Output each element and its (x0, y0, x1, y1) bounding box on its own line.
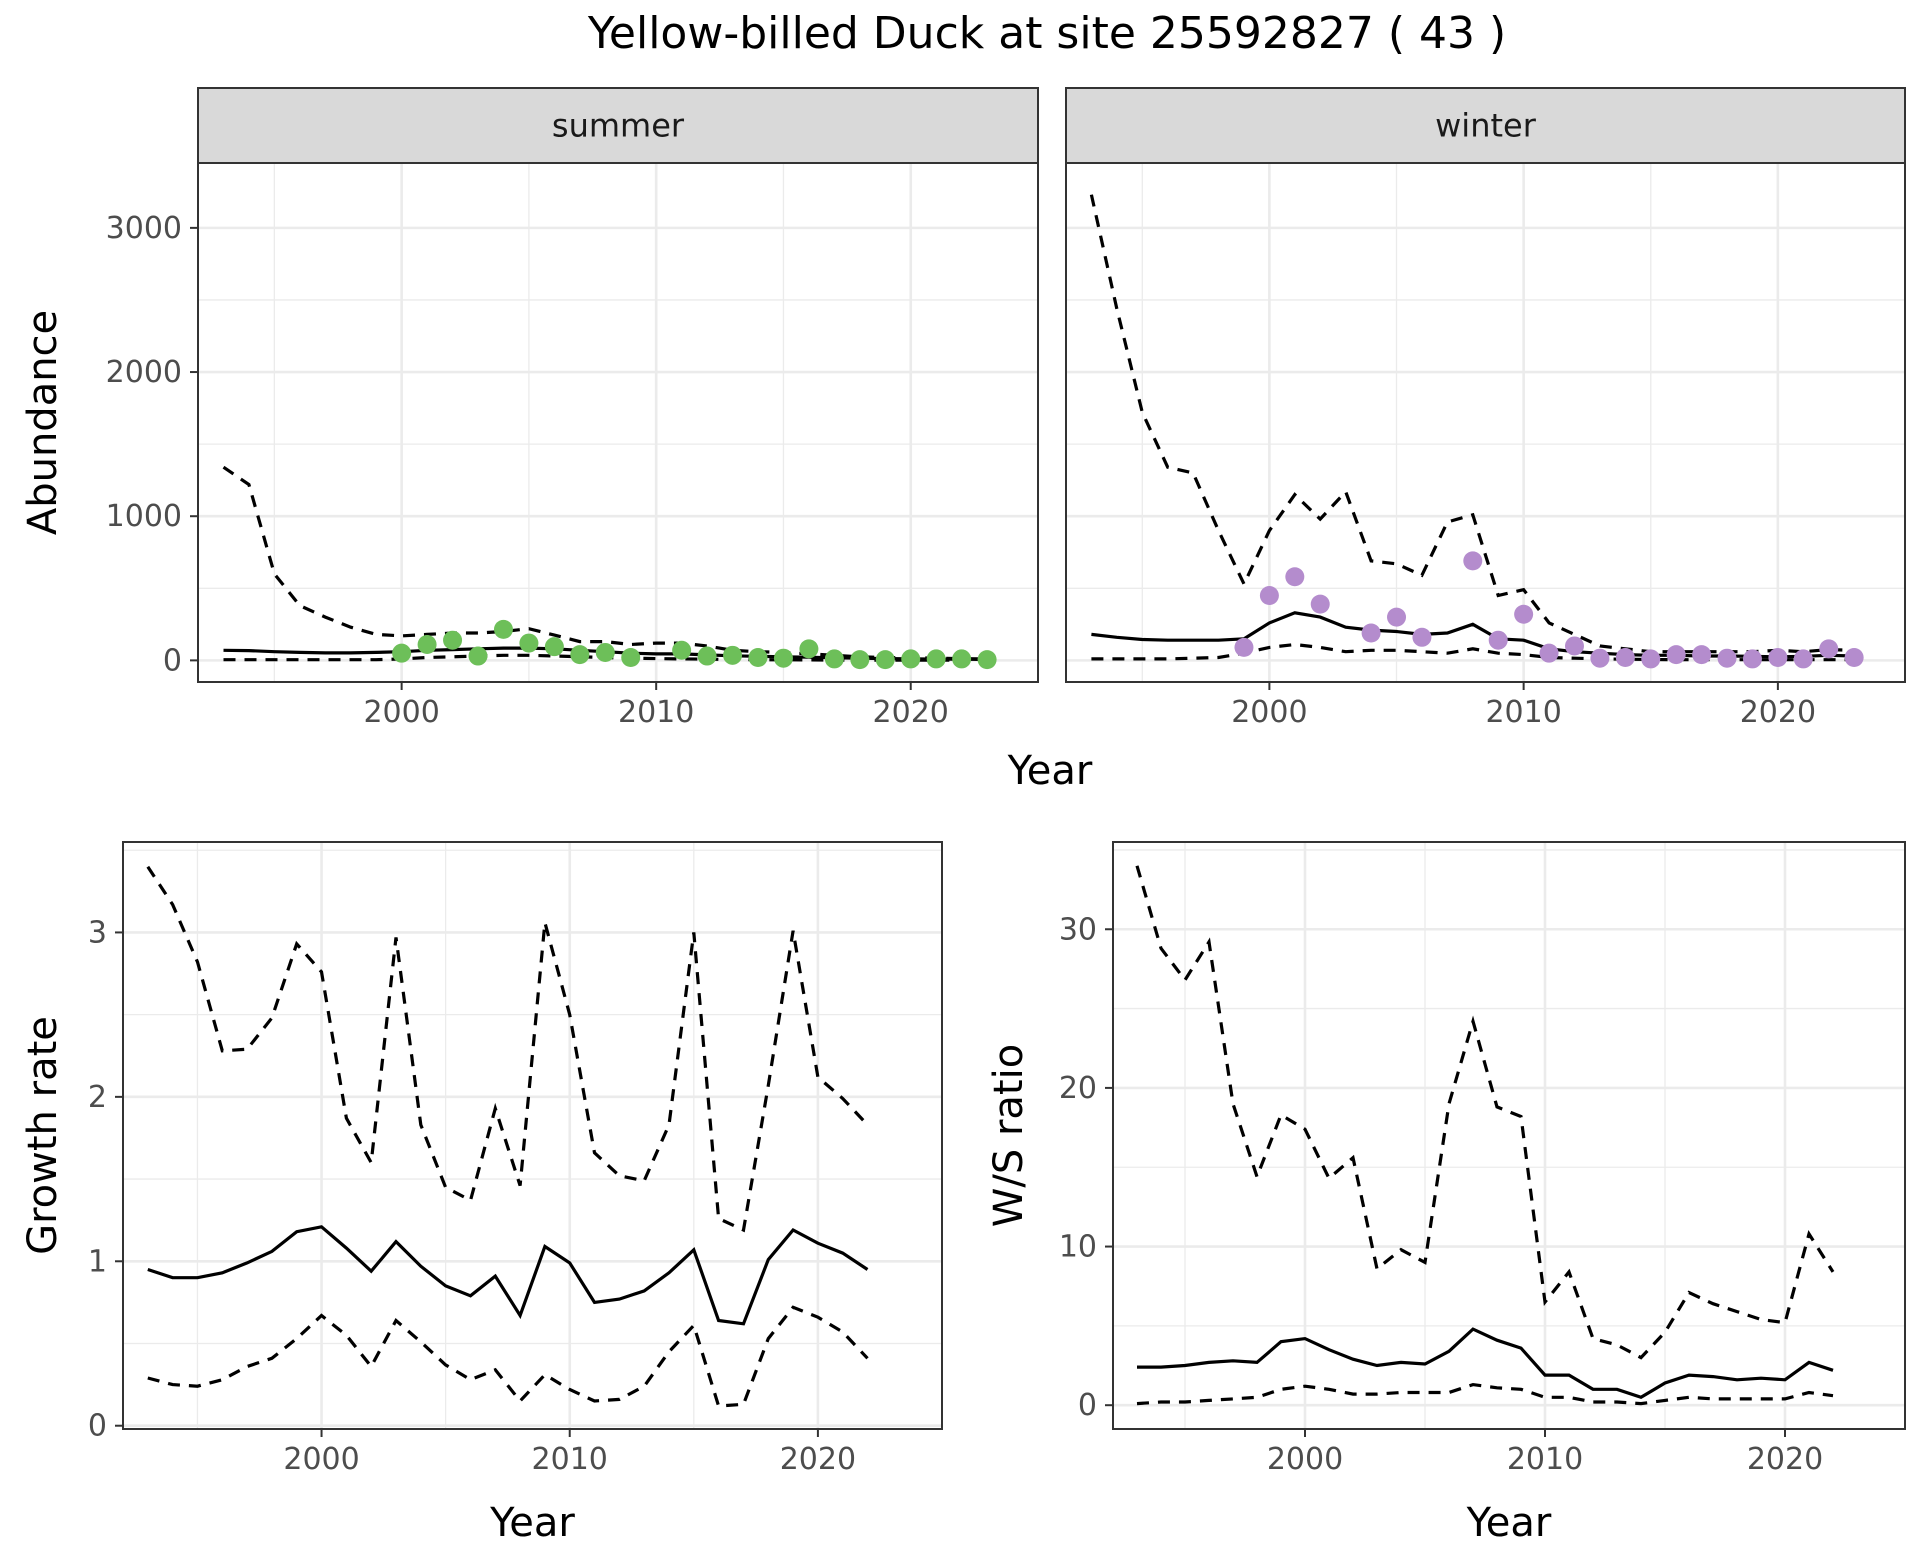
y-tick-label: 0 (88, 1409, 107, 1444)
series-line-upper-ci (1135, 865, 1835, 1360)
figure-title: Yellow-billed Duck at site 25592827 ( 43… (587, 8, 1506, 59)
y-tick-label: 2 (88, 1080, 107, 1115)
data-point (748, 647, 768, 667)
data-point (392, 643, 412, 663)
y-tick-label: 1 (88, 1244, 107, 1279)
data-point (1259, 586, 1279, 605)
data-point (1285, 567, 1305, 587)
data-point (1310, 594, 1330, 614)
data-point (570, 645, 590, 665)
x-tick-label: 2000 (1267, 1442, 1343, 1477)
data-point (773, 648, 793, 668)
x-tick-label: 2020 (780, 1442, 856, 1477)
data-point (1488, 630, 1508, 650)
panel-summer: summer 2000 2010 2020 0 1000 2000 3000 Abundance (20, 87, 1039, 730)
data-point (519, 633, 539, 653)
y-tick-label: 3 (88, 915, 107, 950)
data-point (443, 630, 463, 650)
x-tick-label: 2000 (283, 1442, 359, 1477)
data-point (621, 647, 641, 667)
data-point (1819, 639, 1839, 659)
y-tick-label: 30 (1059, 912, 1097, 947)
x-tick-label: 2010 (532, 1442, 608, 1477)
y-tick-label: 0 (1078, 1388, 1097, 1423)
data-point (723, 645, 743, 665)
facet-strip-label: winter (1435, 107, 1537, 145)
x-axis-title: Year (489, 1500, 575, 1546)
data-point (1844, 647, 1864, 667)
data-point (1514, 604, 1534, 624)
x-tick-label: 2010 (618, 695, 694, 730)
data-point (1564, 636, 1584, 656)
facet-strip (197, 87, 1039, 164)
data-point (850, 650, 870, 670)
data-point (1615, 647, 1635, 667)
data-point (697, 646, 717, 666)
series-line-lower-ci (147, 1305, 869, 1408)
data-point (1590, 648, 1610, 668)
facet-strip (1065, 87, 1906, 164)
data-point (672, 640, 692, 660)
x-tick-label: 2010 (1507, 1442, 1583, 1477)
panel-ws-ratio: 2000 2010 2020 0 10 20 30 W/S ratio Year (986, 841, 1906, 1546)
data-point (952, 649, 972, 669)
data-point (1234, 637, 1254, 657)
data-point (1793, 649, 1813, 669)
data-point (977, 650, 997, 670)
y-tick-label: 3000 (106, 211, 182, 246)
data-point (493, 619, 513, 639)
data-point (417, 635, 437, 655)
panel-border (1112, 841, 1906, 1430)
x-tick-label: 2020 (873, 695, 949, 730)
series-line-lower-ci (1136, 1382, 1834, 1406)
facet-strip-label: summer (552, 107, 685, 145)
data-point (926, 649, 946, 669)
y-axis-title: W/S ratio (986, 1044, 1032, 1227)
data-point (1742, 649, 1762, 669)
y-tick-label: 0 (163, 643, 182, 678)
panel-winter: winter 2000 2010 2020 (1065, 87, 1906, 730)
x-tick-label: 2010 (1485, 695, 1561, 730)
series-line-mean (147, 1225, 869, 1326)
data-point (1539, 643, 1559, 663)
x-tick-label: 2020 (1740, 695, 1816, 730)
x-tick-label: 2020 (1747, 1442, 1823, 1477)
data-point (595, 642, 615, 662)
y-tick-label: 20 (1059, 1071, 1097, 1106)
y-axis-title: Growth rate (20, 1016, 66, 1255)
data-point (1768, 647, 1788, 667)
series-line-upper-ci (146, 865, 869, 1233)
data-point (1387, 607, 1407, 627)
data-point (1463, 551, 1483, 571)
data-point (1412, 627, 1432, 647)
series-line-upper-ci (1089, 194, 1855, 654)
data-point (824, 649, 844, 669)
data-point (875, 650, 895, 670)
panel-border (122, 841, 943, 1430)
y-tick-label: 1000 (106, 499, 182, 534)
data-point (1666, 645, 1686, 665)
panel-growth-rate: 2000 2010 2020 0 1 2 3 Growth rate Year (20, 841, 943, 1546)
data-point (1641, 649, 1661, 669)
series-line-upper-ci (222, 465, 988, 661)
data-point (468, 646, 488, 666)
y-axis-title: Abundance (20, 310, 66, 535)
data-point (1692, 645, 1712, 665)
data-point (901, 649, 921, 669)
data-point (544, 637, 564, 657)
series-line-mean (1137, 1327, 1834, 1400)
x-tick-label: 2000 (363, 695, 439, 730)
x-axis-title: Year (1466, 1500, 1552, 1546)
data-point (799, 639, 819, 659)
shared-x-axis-title: Year (1007, 748, 1093, 794)
y-tick-label: 10 (1059, 1230, 1097, 1265)
data-point (1361, 623, 1381, 643)
y-tick-label: 2000 (106, 355, 182, 390)
data-point (1717, 648, 1737, 668)
x-tick-label: 2000 (1231, 695, 1307, 730)
